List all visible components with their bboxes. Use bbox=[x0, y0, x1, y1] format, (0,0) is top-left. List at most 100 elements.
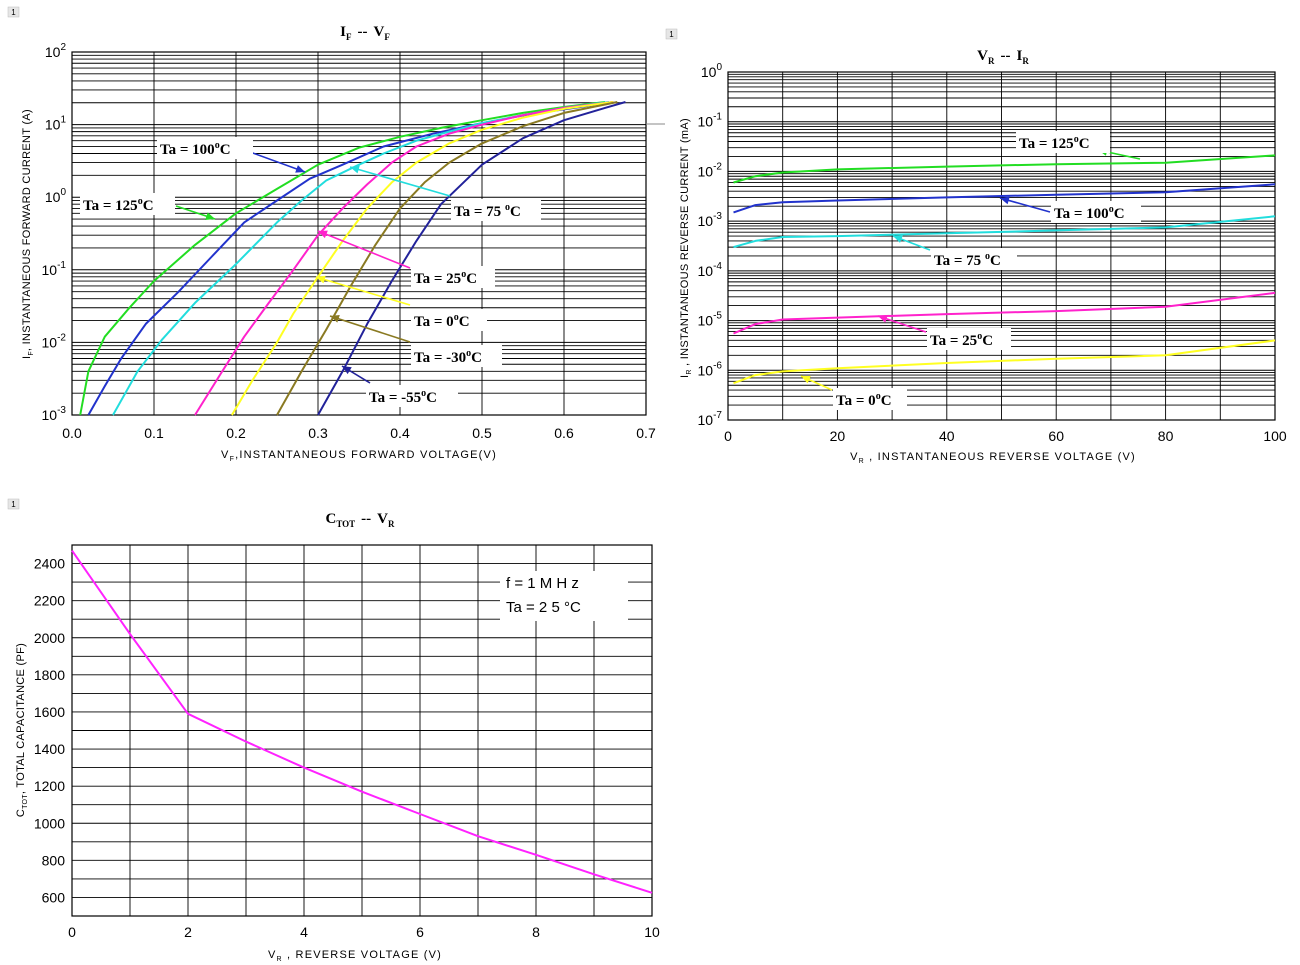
ifvf-grid bbox=[71, 51, 647, 416]
series-line-3 bbox=[194, 101, 614, 416]
x-tick-label: 0.3 bbox=[308, 425, 328, 441]
x-axis-label-part: V bbox=[850, 451, 859, 463]
y-tick-label: 100 bbox=[45, 187, 67, 205]
annotation-label: Ta = 25oC bbox=[930, 331, 993, 349]
y-tick-exp: -3 bbox=[57, 405, 66, 416]
annotation-text: Ta = 25 bbox=[930, 333, 977, 349]
leader-arrow bbox=[801, 376, 811, 384]
x-tick-label: 0.6 bbox=[554, 425, 574, 441]
page-marker-icon: 1 bbox=[7, 498, 20, 510]
leader-arrow bbox=[295, 165, 305, 173]
annotation-bg bbox=[157, 137, 253, 159]
series-annotation: Ta = -30oC bbox=[329, 314, 502, 367]
annotation-label: Ta = 125oC bbox=[83, 196, 154, 214]
leader-arrow bbox=[1000, 196, 1010, 205]
y-tick-label: 10-7 bbox=[698, 410, 723, 428]
annotation-text: Ta = 100 bbox=[1054, 206, 1109, 222]
y-tick-exp: 1 bbox=[60, 115, 66, 126]
page-marker-digit: 1 bbox=[11, 8, 16, 17]
series-line-0 bbox=[733, 154, 1276, 184]
annotation-unit: C bbox=[459, 314, 470, 330]
legend-text: f = 1 M H z bbox=[506, 575, 579, 592]
annotation-unit: C bbox=[220, 142, 231, 158]
y-tick-label: 10-3 bbox=[698, 211, 723, 229]
y-tick-exp: 2 bbox=[60, 42, 66, 53]
chart-title: CTOT -- VR bbox=[325, 511, 395, 529]
chart-title-part: F bbox=[384, 32, 390, 42]
x-tick-label: 0.5 bbox=[472, 425, 492, 441]
y-tick-label: 10-3 bbox=[42, 405, 67, 423]
page-marker-box bbox=[7, 498, 20, 510]
annotation-bg bbox=[927, 328, 1011, 350]
leader-arrow bbox=[205, 212, 215, 220]
legend-text: Ta = 2 5 °C bbox=[506, 599, 581, 616]
chart-title: IF -- VF bbox=[340, 24, 390, 42]
annotation-bg bbox=[931, 248, 1017, 270]
y-tick-base: 10 bbox=[698, 213, 714, 229]
annotation-sup: o bbox=[985, 251, 990, 262]
y-tick-label: 1400 bbox=[34, 741, 65, 757]
annotation-label: Ta = -30oC bbox=[414, 348, 482, 366]
chart-title-part: R bbox=[1022, 56, 1029, 66]
y-tick-label: 10-5 bbox=[698, 311, 723, 329]
annotation-label: Ta = 0oC bbox=[836, 391, 892, 409]
y-tick-label: 102 bbox=[45, 42, 67, 60]
annotation-sup: o bbox=[461, 269, 466, 280]
series-line-4 bbox=[733, 339, 1276, 385]
x-axis-label-part: V bbox=[268, 949, 277, 961]
series-annotation: Ta = 75 oC bbox=[349, 165, 541, 221]
y-tick-label: 2000 bbox=[34, 630, 65, 646]
leader-line bbox=[317, 230, 411, 269]
chart-title-part: TOT bbox=[336, 519, 355, 529]
y-tick-base: 10 bbox=[42, 262, 58, 278]
series-annotation: Ta = 125oC bbox=[80, 193, 216, 220]
y-tick-label: 101 bbox=[45, 115, 67, 133]
leader-arrow bbox=[342, 366, 352, 375]
y-tick-exp: -2 bbox=[57, 332, 66, 343]
y-axis-label-part: , INSTANTANEOUS REVERSE CURRENT (mA) bbox=[679, 118, 691, 369]
page-marker-box bbox=[665, 28, 678, 40]
y-tick-label: 2200 bbox=[34, 593, 65, 609]
x-tick-label: 4 bbox=[300, 924, 308, 940]
series-annotation: Ta = 25oC bbox=[317, 230, 495, 288]
y-tick-label: 100 bbox=[701, 62, 723, 80]
annotation-label: Ta = 125oC bbox=[1019, 134, 1090, 152]
y-axis-label-part: F bbox=[28, 351, 35, 356]
y-axis-label-part: C bbox=[15, 809, 27, 817]
chart-title: VR -- IR bbox=[977, 48, 1029, 66]
y-tick-base: 10 bbox=[698, 412, 714, 428]
chart-title-part: R bbox=[388, 519, 395, 529]
y-axis-label-part: , INSTANTANEOUS FORWARD CURRENT (A) bbox=[21, 109, 33, 351]
leader-line bbox=[349, 166, 451, 197]
annotation-label: Ta = 75 oC bbox=[454, 202, 521, 220]
chart-title-part: -- bbox=[361, 511, 371, 527]
annotation-text: Ta = 75 bbox=[454, 204, 505, 220]
chart-title-part: F bbox=[346, 32, 352, 42]
y-axis-label: IF, INSTANTANEOUS FORWARD CURRENT (A) bbox=[21, 109, 35, 359]
y-tick-label: 1200 bbox=[34, 778, 65, 794]
annotation-sup: o bbox=[421, 388, 426, 399]
page-marker-icon: 1 bbox=[7, 6, 20, 18]
y-tick-base: 10 bbox=[698, 114, 714, 130]
y-tick-exp: -6 bbox=[713, 360, 722, 371]
y-tick-label: 1600 bbox=[34, 704, 65, 720]
annotation-unit: C bbox=[471, 350, 482, 366]
annotation-text: Ta = -30 bbox=[414, 350, 466, 366]
ifvf-plot-frame bbox=[71, 51, 647, 416]
x-tick-label: 6 bbox=[416, 924, 424, 940]
annotation-bg bbox=[411, 345, 502, 367]
chart-title-part: V bbox=[977, 48, 988, 64]
annotation-bg bbox=[833, 388, 907, 410]
annotation-label: Ta = 100oC bbox=[160, 140, 231, 158]
annotation-sup: o bbox=[876, 391, 881, 402]
annotation-sup: o bbox=[1074, 134, 1079, 145]
series-annotation: Ta = 25oC bbox=[877, 315, 1011, 350]
x-tick-label: 80 bbox=[1158, 428, 1174, 444]
y-tick-label: 10-2 bbox=[698, 161, 723, 179]
annotation-text: Ta = -55 bbox=[369, 390, 421, 406]
annotation-label: Ta = -55oC bbox=[369, 388, 437, 406]
y-tick-label: 10-1 bbox=[698, 112, 723, 130]
x-tick-label: 0.7 bbox=[636, 425, 656, 441]
annotation-sup: o bbox=[454, 312, 459, 323]
y-tick-exp: 0 bbox=[716, 62, 722, 73]
